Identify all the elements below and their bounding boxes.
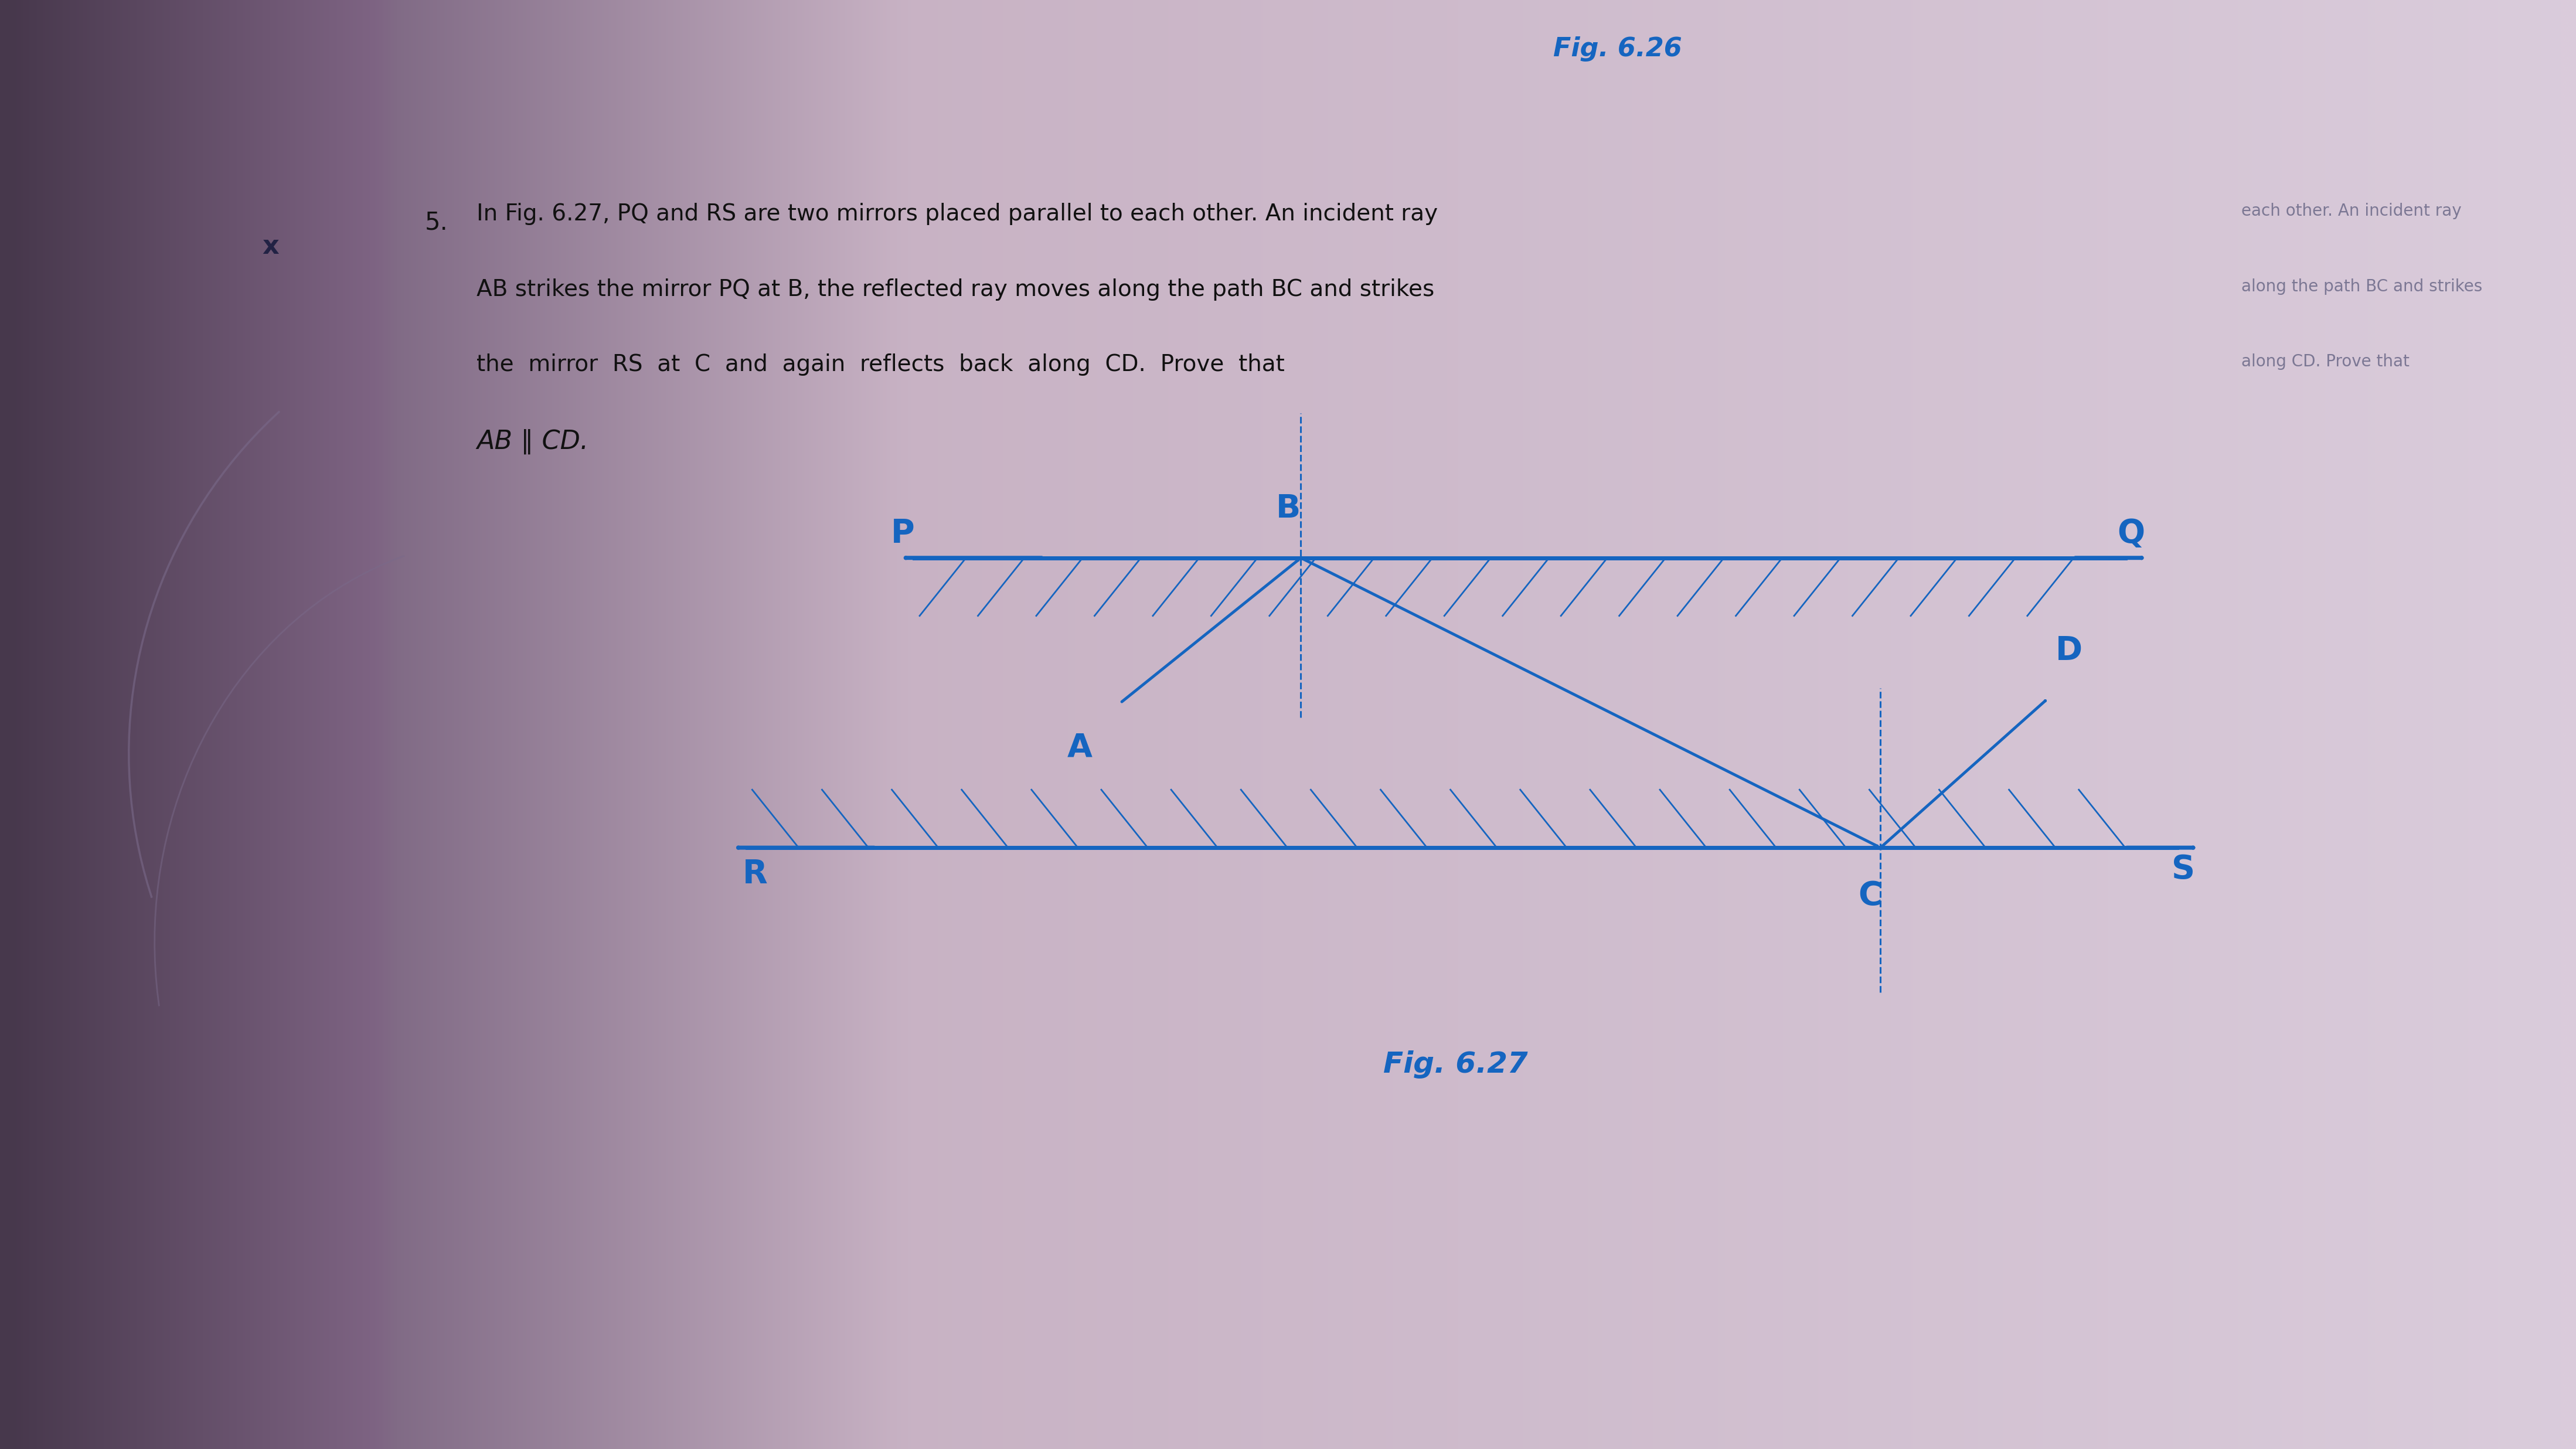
- Text: R: R: [742, 858, 768, 890]
- Text: P: P: [891, 517, 914, 549]
- Text: each other. An incident ray: each other. An incident ray: [2241, 203, 2460, 219]
- Text: along CD. Prove that: along CD. Prove that: [2241, 354, 2409, 369]
- Text: Fig. 6.27: Fig. 6.27: [1383, 1051, 1528, 1078]
- Text: the  mirror  RS  at  C  and  again  reflects  back  along  CD.  Prove  that: the mirror RS at C and again reflects ba…: [477, 354, 1285, 375]
- Text: S: S: [2172, 853, 2195, 885]
- Text: x: x: [263, 233, 278, 259]
- Text: D: D: [2056, 635, 2081, 667]
- Text: A: A: [1066, 732, 1092, 764]
- Text: AB strikes the mirror PQ at B, the reflected ray moves along the path BC and str: AB strikes the mirror PQ at B, the refle…: [477, 278, 1435, 300]
- Text: Fig. 6.26: Fig. 6.26: [1553, 36, 1682, 61]
- Text: AB ∥ CD.: AB ∥ CD.: [477, 429, 587, 455]
- Text: B: B: [1275, 493, 1301, 525]
- Text: C: C: [1857, 880, 1883, 911]
- Text: along the path BC and strikes: along the path BC and strikes: [2241, 278, 2483, 294]
- Text: In Fig. 6.27, PQ and RS are two mirrors placed parallel to each other. An incide: In Fig. 6.27, PQ and RS are two mirrors …: [477, 203, 1437, 225]
- Text: Q: Q: [2117, 517, 2146, 549]
- Text: 5.: 5.: [425, 210, 448, 235]
